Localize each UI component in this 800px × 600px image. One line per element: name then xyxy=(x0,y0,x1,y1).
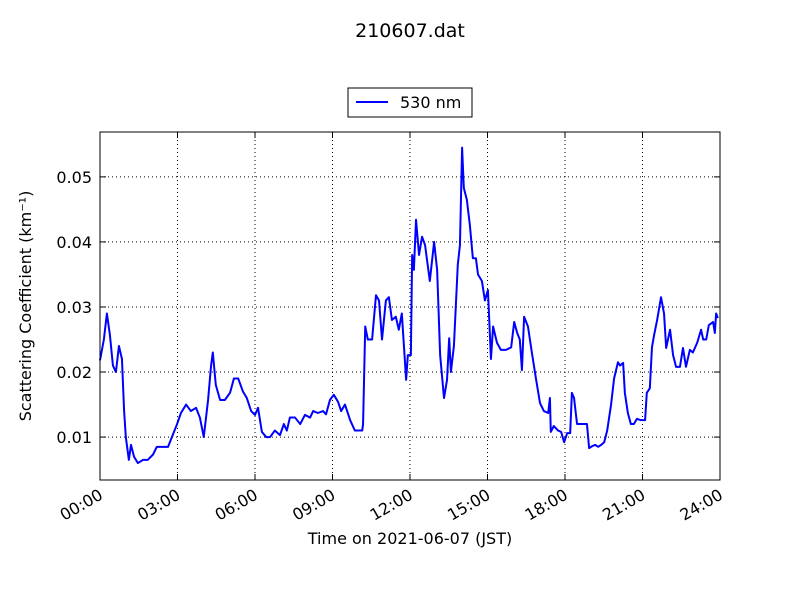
x-tick-label: 18:00 xyxy=(522,485,571,525)
x-tick-label: 09:00 xyxy=(289,485,338,525)
plot-frame xyxy=(99,131,721,481)
legend-label: 530 nm xyxy=(400,93,461,112)
x-tick-label: 12:00 xyxy=(367,485,416,525)
y-axis-label: Scattering Coefficient (km⁻¹) xyxy=(16,191,35,422)
y-tick-label: 0.05 xyxy=(56,168,92,187)
data-line xyxy=(99,146,719,465)
x-tick-label: 24:00 xyxy=(677,485,726,525)
x-tick-label: 21:00 xyxy=(599,485,648,525)
x-tick-label: 03:00 xyxy=(134,485,183,525)
y-tick-label: 0.01 xyxy=(56,428,92,447)
x-tick-label: 00:00 xyxy=(57,485,106,525)
x-tick-label: 15:00 xyxy=(444,485,493,525)
y-tick-label: 0.03 xyxy=(56,298,92,317)
x-tick-label: 06:00 xyxy=(212,485,261,525)
chart-title: 210607.dat xyxy=(355,20,465,42)
x-axis-label: Time on 2021-06-07 (JST) xyxy=(307,529,512,548)
y-tick-label: 0.04 xyxy=(56,233,92,252)
y-tick-label: 0.02 xyxy=(56,363,92,382)
plot-area xyxy=(100,132,720,480)
